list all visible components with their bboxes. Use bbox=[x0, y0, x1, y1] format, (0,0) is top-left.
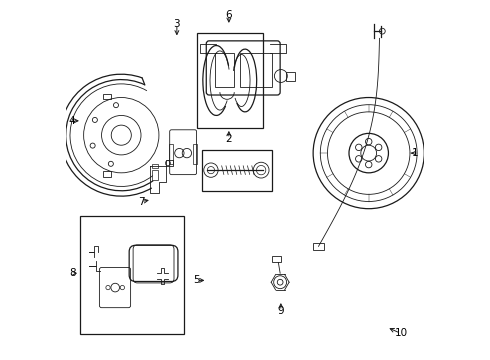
Text: 5: 5 bbox=[193, 275, 200, 285]
Bar bbox=[103, 94, 112, 99]
Bar bbox=[80, 216, 184, 334]
Bar bbox=[215, 53, 234, 87]
Bar bbox=[103, 171, 112, 177]
Bar bbox=[193, 144, 197, 164]
Text: 2: 2 bbox=[225, 134, 232, 144]
Text: 8: 8 bbox=[69, 268, 75, 278]
Bar bbox=[169, 144, 173, 164]
Text: 4: 4 bbox=[69, 116, 75, 126]
Text: 1: 1 bbox=[412, 148, 418, 158]
Bar bbox=[152, 164, 158, 168]
Bar bbox=[240, 53, 272, 87]
Text: 3: 3 bbox=[173, 19, 180, 29]
Bar bbox=[313, 243, 324, 250]
Text: 7: 7 bbox=[138, 197, 145, 207]
Bar bbox=[152, 170, 158, 180]
Bar bbox=[286, 72, 295, 81]
Bar bbox=[272, 256, 281, 262]
Bar bbox=[202, 149, 272, 191]
Text: 6: 6 bbox=[225, 10, 232, 20]
Text: 10: 10 bbox=[394, 328, 408, 338]
Text: 9: 9 bbox=[277, 306, 284, 316]
Bar bbox=[196, 33, 263, 128]
